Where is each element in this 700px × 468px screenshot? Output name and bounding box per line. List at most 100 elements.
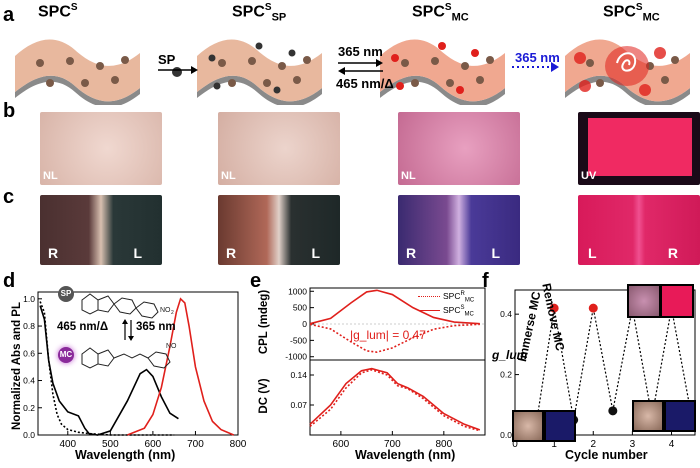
photo-b4: UV [578,112,700,185]
photo-tag: NL [43,170,58,182]
thumb-mc-nl [627,284,661,318]
cpl-tick-label: -500 [290,335,307,345]
panel-c-label: c [3,186,15,208]
chart-d-ylabel: Normalized Abs and PL [11,302,23,431]
y-tick-label: 0.0 [500,430,512,440]
x-tick-label: 700 [384,439,401,450]
legend-s-swatch [418,310,440,312]
photo-tag: UV [581,170,597,182]
photo-r-tag: R [48,245,59,261]
photo-c1: R L [40,195,162,265]
y-tick-label: 0.2 [500,370,512,380]
y-tick-label: 0.2 [23,403,35,413]
svg-text:NO: NO [160,307,171,314]
cpl-line-0 [309,323,480,353]
film-2 [197,39,322,105]
x-tick-label: 400 [59,439,76,450]
cycle-point [608,406,618,416]
plot-frame [514,289,696,436]
thumb-removed-nl [632,400,664,432]
film-1 [15,39,140,105]
photo-c2: R L [218,195,340,265]
photo-tag: NL [221,170,236,182]
mc-badge: MC [58,347,74,363]
cycle-point [549,303,559,313]
film-3 [380,39,505,105]
thumb-sp-uv [544,410,576,442]
thumb-removed-uv [664,400,696,432]
chart-f-ylabel: g_lum [492,348,528,362]
y-tick-label: 0.4 [23,376,35,386]
legend-s: SPCSMC [418,305,474,318]
panel-b-label: b [3,100,16,122]
sp-badge: SP [58,286,74,302]
panel-d-label: d [3,270,16,292]
chart-d-ylabel-wrap: Normalized Abs and PL [5,300,25,440]
arrow-left-label: 465 nm/Δ [57,321,109,333]
sp-structure-icon: NO 2 [81,293,174,319]
photo-tag: NL [401,170,416,182]
chart-e-dc-label: DC (V) [258,378,270,414]
dc-tick-label: 0.07 [290,400,307,410]
panel-f-label: f [482,270,489,292]
dc-tick-label: 0.14 [290,370,307,380]
x-tick-label: 800 [230,439,247,450]
photo-r-tag: R [406,245,417,261]
x-tick-label: 600 [145,439,162,450]
y-tick-label: 1.0 [23,294,35,304]
legend-r-swatch [418,296,440,298]
chart-e-cpl-label-wrap: CPL (mdeg) [254,290,274,360]
photo-r-tag: R [667,245,678,261]
y-tick-label: 0.0 [23,430,35,440]
dc-line-1 [309,367,481,431]
cycle-line [533,308,692,436]
chart-f-xlabel: Cycle number [565,448,648,462]
chart-e-cpl-label: CPL (mdeg) [258,289,270,355]
sp-label: SP [158,52,176,67]
cpl-line-1 [309,289,480,325]
state-4-title: SPCSMC [603,2,660,24]
panel-e-label: e [250,270,262,292]
x-tick-label: 3 [630,439,636,450]
mc-structure-icon: NO [81,343,177,369]
thumb-mc-uv [660,284,694,318]
photo-l-tag: L [133,245,142,261]
chart-e-xlabel: Wavelength (nm) [355,448,456,462]
plot-frame [309,287,486,436]
photo-l-tag: L [311,245,320,261]
schematic-films [15,39,690,105]
x-tick-label: 1 [551,439,557,450]
chart-abs-pl: 400 500 600 700 800 0.0 0.2 0.4 0.6 0.8 1.0 [23,291,247,450]
panel-a-label: a [3,4,15,26]
series-line-2 [127,297,235,436]
glum-annotation: |g_lum| = 0.47 [350,328,426,342]
photo-b1: NL [40,112,162,185]
legend-r: SPCRMC [418,291,474,304]
state-2-title: SPCSSP [232,2,287,24]
chart-cpl-dc: 1000 500 0 -500 -1000 0.14 0.07 600 700 800 [285,286,486,450]
cpl-tick-label: 500 [293,303,307,313]
photo-b2: NL [218,112,340,185]
photo-b3: NL [398,112,520,185]
x-tick-label: 600 [333,439,350,450]
y-tick-label: 0.6 [23,348,35,358]
x-tick-label: 500 [102,439,119,450]
svg-text:2: 2 [171,310,174,316]
chart-e-dc-label-wrap: DC (V) [254,370,274,430]
forward-label: 365 nm [338,44,383,59]
cpl-tick-label: -1000 [285,352,307,362]
photo-l-tag: L [588,245,597,261]
series-line-1 [39,305,179,436]
x-tick-label: 4 [669,439,675,450]
cpl-tick-label: 0 [302,319,307,329]
x-tick-label: 0 [512,439,518,450]
y-tick-label: 0.4 [500,309,512,319]
photo-c3: R L [398,195,520,265]
chart-d-xlabel: Wavelength (nm) [75,448,176,462]
backward-label: 465 nm/Δ [336,76,394,91]
arrow-right-label: 365 nm [136,321,176,333]
state-1-title: SPCS [38,2,78,21]
photo-r-tag: R [226,245,237,261]
cycle-point [588,303,598,313]
x-tick-label: 2 [590,439,596,450]
